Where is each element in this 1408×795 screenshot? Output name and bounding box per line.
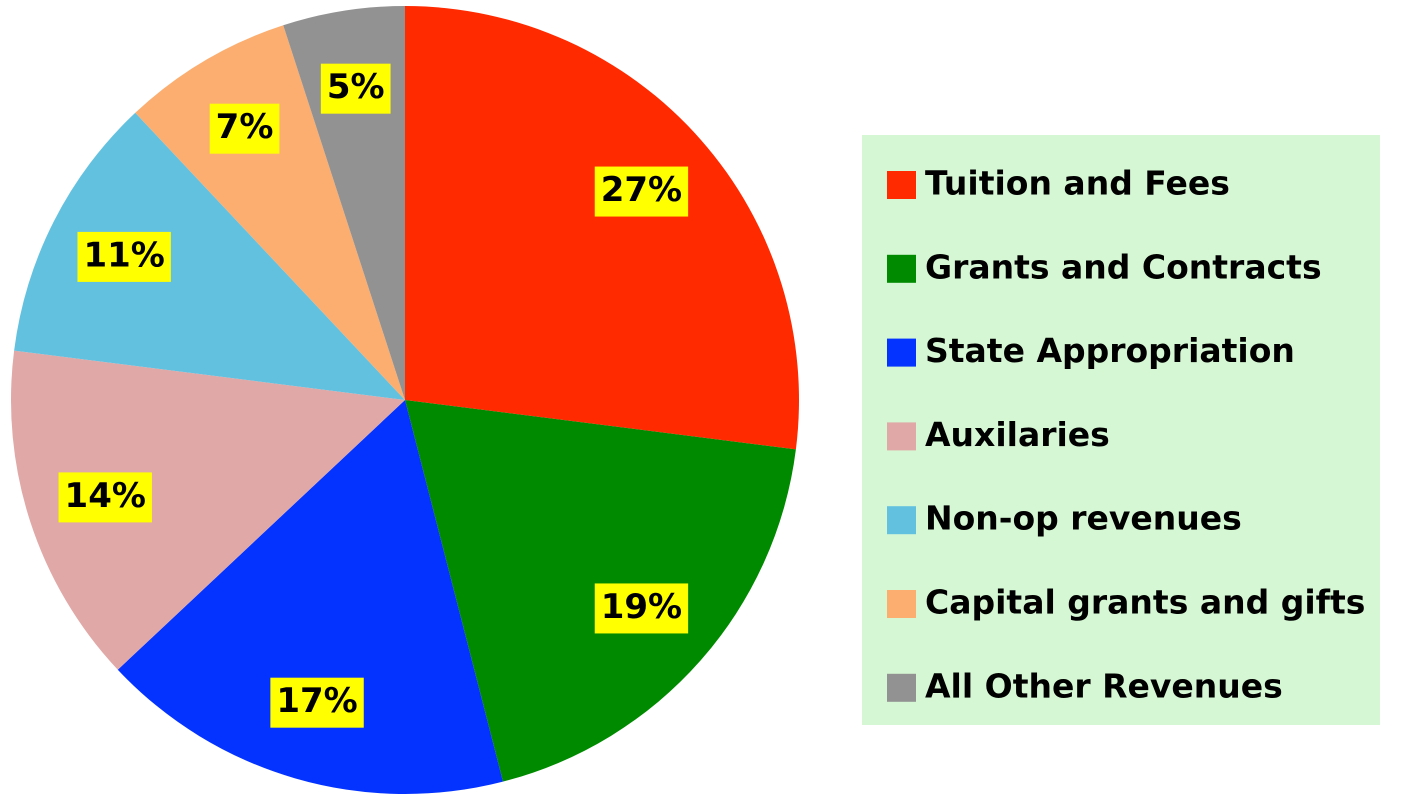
slice-label: 27%	[601, 170, 682, 210]
slice-label-bg	[594, 583, 689, 634]
legend-label: State Appropriation	[925, 331, 1295, 370]
slice-label-bg	[58, 472, 152, 523]
legend-swatch	[887, 506, 916, 535]
slice-label-bg	[320, 63, 391, 114]
slice-label-bg	[77, 231, 171, 282]
pie-slice	[14, 112, 405, 400]
legend-swatch	[887, 171, 916, 199]
slice-label: 7%	[216, 107, 274, 147]
legend-swatch	[887, 254, 916, 283]
slice-label: 5%	[327, 67, 385, 107]
pie-slice	[11, 350, 406, 670]
legend-label: Capital grants and gifts	[925, 583, 1365, 622]
pie-slice	[117, 400, 503, 794]
slice-label: 11%	[83, 235, 164, 275]
legend-label: Auxilaries	[925, 415, 1110, 454]
legend-label: Grants and Contracts	[925, 247, 1322, 286]
legend-swatch	[887, 338, 916, 367]
slice-label: 19%	[601, 587, 682, 627]
legend-label: Non-op revenues	[925, 499, 1242, 538]
legend-swatch	[887, 422, 916, 451]
slice-label-bg	[270, 677, 364, 728]
legend-swatch	[887, 673, 916, 702]
slice-label-bg	[594, 166, 689, 217]
slice-label-bg	[209, 103, 280, 154]
legend-swatch	[887, 590, 916, 618]
slice-label: 17%	[276, 681, 357, 721]
pie-slice	[135, 25, 405, 401]
legend-label: All Other Revenues	[925, 666, 1283, 705]
legend-label: Tuition and Fees	[925, 164, 1230, 203]
legend-box	[862, 135, 1380, 725]
slice-label: 14%	[65, 476, 146, 516]
pie-slice	[405, 6, 799, 450]
